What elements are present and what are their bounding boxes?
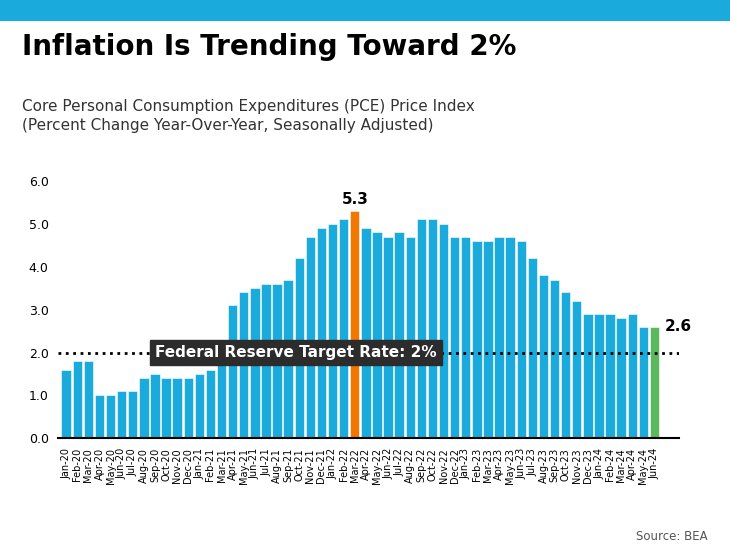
Bar [228,305,237,438]
Bar [361,228,371,438]
Bar [161,378,171,438]
Bar [172,378,182,438]
Bar [139,378,149,438]
Bar [206,370,215,438]
Bar [383,237,393,438]
Bar [72,361,82,438]
Bar [195,374,204,438]
Bar [272,284,282,438]
Bar [306,237,315,438]
Bar [217,361,226,438]
Bar [295,258,304,438]
Bar [150,374,160,438]
Bar [339,220,348,438]
Bar [417,220,426,438]
Bar [95,396,104,438]
Bar [539,275,548,438]
Bar [472,241,482,438]
Bar [628,314,637,438]
Bar [605,314,615,438]
Bar [650,327,659,438]
Bar [528,258,537,438]
Text: Federal Reserve Target Rate: 2%: Federal Reserve Target Rate: 2% [155,345,437,360]
Bar [261,284,271,438]
Bar [561,293,570,438]
Bar [239,293,248,438]
Bar [494,237,504,438]
Bar [328,224,337,438]
Bar [128,391,137,438]
Bar [505,237,515,438]
Bar [428,220,437,438]
Bar [250,288,260,438]
Bar [84,361,93,438]
Bar [594,314,604,438]
Bar [583,314,593,438]
Bar [317,228,326,438]
Text: Core Personal Consumption Expenditures (PCE) Price Index
(Percent Change Year-Ov: Core Personal Consumption Expenditures (… [22,99,474,134]
Bar [550,279,559,438]
Bar [572,301,582,438]
Bar [372,232,382,438]
Bar [350,211,359,438]
Bar [406,237,415,438]
Bar [439,224,448,438]
Bar [483,241,493,438]
Bar [183,378,193,438]
Bar [106,396,115,438]
Bar [461,237,471,438]
Bar [117,391,126,438]
Bar [394,232,404,438]
Bar [616,318,626,438]
Bar [283,279,293,438]
Bar [61,370,71,438]
Bar [639,327,648,438]
Bar [517,241,526,438]
Text: Inflation Is Trending Toward 2%: Inflation Is Trending Toward 2% [22,33,516,61]
Text: Source: BEA: Source: BEA [637,529,708,543]
Bar [450,237,459,438]
Text: 5.3: 5.3 [342,192,368,207]
Text: 2.6: 2.6 [664,319,691,334]
